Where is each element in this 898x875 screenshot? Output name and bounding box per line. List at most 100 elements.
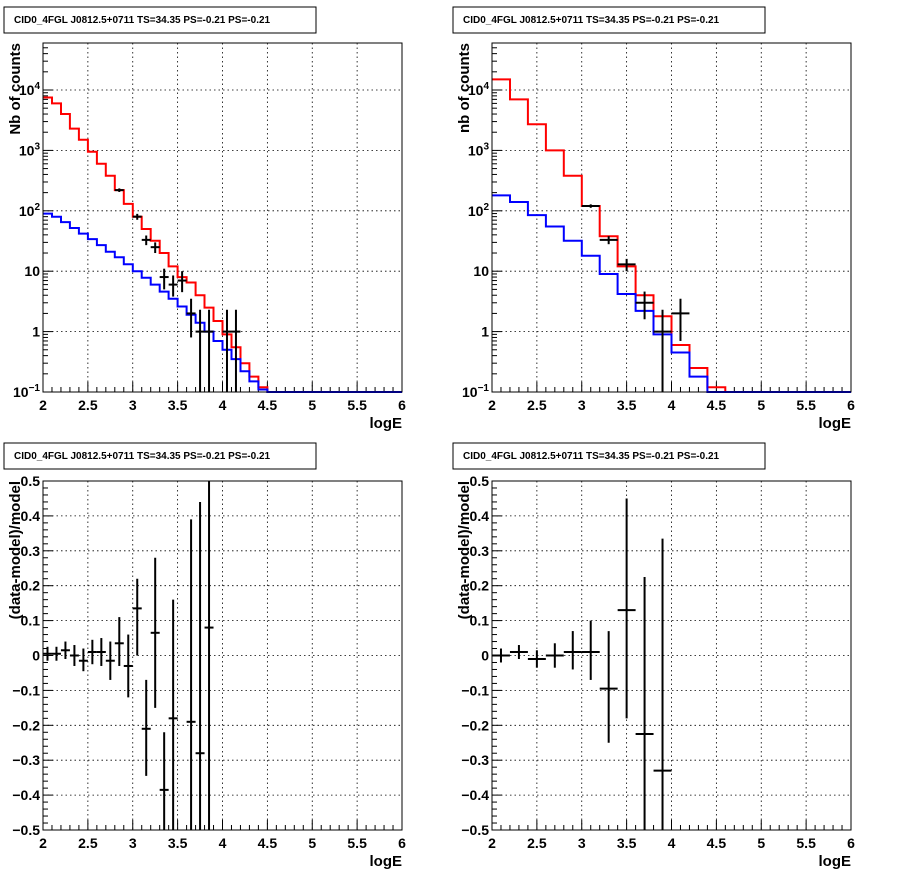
x-tick-label: 2.5 <box>527 397 547 413</box>
x-tick-label: 2 <box>39 397 47 413</box>
data-point <box>105 641 115 680</box>
x-tick-label: 2.5 <box>78 397 98 413</box>
chart-title: CID0_4FGL J0812.5+0711 TS=34.35 PS=-0.21… <box>463 451 720 462</box>
x-tick-label: 3.5 <box>168 835 188 851</box>
y-tick-label: 0.3 <box>470 543 490 559</box>
y-tick-label: 0.4 <box>470 508 490 524</box>
plot-frame <box>491 480 852 831</box>
x-tick-label: 5 <box>757 835 765 851</box>
y-tick-label: 1 <box>481 324 489 340</box>
x-tick-label: 3.5 <box>168 397 188 413</box>
x-tick-label: 5.5 <box>796 397 816 413</box>
y-tick-label: 0 <box>481 648 489 664</box>
data-point <box>51 646 61 661</box>
data-point <box>581 204 600 208</box>
data-point <box>150 557 160 708</box>
x-tick-label: 4 <box>668 397 676 413</box>
x-tick-label: 2.5 <box>78 835 98 851</box>
y-tick-label: −0.3 <box>461 752 489 768</box>
data-point <box>186 298 196 338</box>
x-tick-label: 3.5 <box>617 397 637 413</box>
data-point <box>671 298 690 341</box>
y-tick-label: −0.4 <box>12 787 40 803</box>
data-point <box>150 242 160 254</box>
x-tick-label: 3 <box>129 835 137 851</box>
y-tick-label: −0.5 <box>12 822 40 838</box>
data-point <box>159 268 169 290</box>
x-tick-label: 4.5 <box>258 835 278 851</box>
chart-title: CID0_4FGL J0812.5+0711 TS=34.35 PS=-0.21… <box>463 15 720 26</box>
data-point <box>509 645 528 659</box>
title-box <box>452 442 766 470</box>
y-tick-label: 10−1 <box>13 383 40 400</box>
data-point <box>141 235 151 246</box>
y-tick-label: 102 <box>19 202 41 219</box>
x-tick-label: 6 <box>847 397 855 413</box>
y-tick-label: 0.1 <box>470 613 490 629</box>
data-point <box>599 236 618 245</box>
data-point <box>78 648 88 672</box>
y-tick-label: −0.2 <box>461 717 489 733</box>
y-tick-label: 0.2 <box>21 578 41 594</box>
chart-panel-3: CID0_4FGL J0812.5+0711 TS=34.35 PS=-0.21… <box>3 442 406 870</box>
x-tick-label: 3 <box>578 397 586 413</box>
y-tick-label: 10−1 <box>462 383 489 400</box>
data-point <box>114 188 124 192</box>
x-tick-label: 3 <box>578 835 586 851</box>
x-axis-title: logE <box>819 853 852 870</box>
data-point <box>43 646 52 661</box>
data-point <box>581 620 600 680</box>
x-tick-label: 6 <box>398 835 406 851</box>
y-tick-label: 0.1 <box>21 613 41 629</box>
data-point <box>545 643 564 668</box>
chart-panel-4: CID0_4FGL J0812.5+0711 TS=34.35 PS=-0.21… <box>452 442 855 870</box>
x-axis-title: logE <box>370 853 403 870</box>
data-point <box>132 213 142 220</box>
x-tick-label: 3.5 <box>617 835 637 851</box>
y-tick-label: 103 <box>19 141 41 158</box>
plot-frame <box>42 480 403 831</box>
title-box <box>452 6 766 34</box>
plot-frame <box>42 42 403 393</box>
x-tick-label: 5 <box>308 397 316 413</box>
x-tick-label: 4.5 <box>707 835 727 851</box>
x-tick-label: 5.5 <box>347 835 367 851</box>
data-point <box>635 576 654 830</box>
data-point <box>87 639 97 665</box>
y-tick-label: 103 <box>468 141 490 158</box>
data-point <box>168 275 178 297</box>
data-point <box>60 641 70 659</box>
data-point <box>168 599 178 830</box>
chart-panel-1: CID0_4FGL J0812.5+0711 TS=34.35 PS=-0.21… <box>3 6 406 432</box>
y-tick-label: 10 <box>24 263 40 279</box>
y-tick-label: 0.3 <box>21 543 41 559</box>
data-point <box>653 309 672 392</box>
x-axis-title: logE <box>819 415 852 432</box>
data-point <box>599 631 618 743</box>
x-tick-label: 6 <box>847 835 855 851</box>
data-point <box>141 679 151 776</box>
data-point <box>617 258 636 272</box>
data-point <box>186 519 196 830</box>
x-tick-label: 2 <box>488 835 496 851</box>
x-tick-label: 4 <box>219 397 227 413</box>
chart-panel-2: CID0_4FGL J0812.5+0711 TS=34.35 PS=-0.21… <box>452 6 855 432</box>
x-tick-label: 4 <box>219 835 227 851</box>
x-tick-label: 3 <box>129 397 137 413</box>
data-point <box>96 638 106 666</box>
data-point <box>204 309 214 392</box>
y-axis-title: (data-model)/model <box>456 481 473 619</box>
x-tick-label: 5 <box>757 397 765 413</box>
y-tick-label: 0 <box>32 648 40 664</box>
x-tick-label: 6 <box>398 397 406 413</box>
data-point <box>492 648 510 663</box>
y-axis-title: (data-model)/model <box>7 481 24 619</box>
data-point <box>204 481 214 830</box>
x-tick-label: 4.5 <box>258 397 278 413</box>
y-axis-title: Nb of counts <box>7 43 24 135</box>
data-point <box>231 309 241 392</box>
y-tick-label: −0.5 <box>461 822 489 838</box>
plot-frame <box>491 42 852 393</box>
chart-title: CID0_4FGL J0812.5+0711 TS=34.35 PS=-0.21… <box>14 15 271 26</box>
